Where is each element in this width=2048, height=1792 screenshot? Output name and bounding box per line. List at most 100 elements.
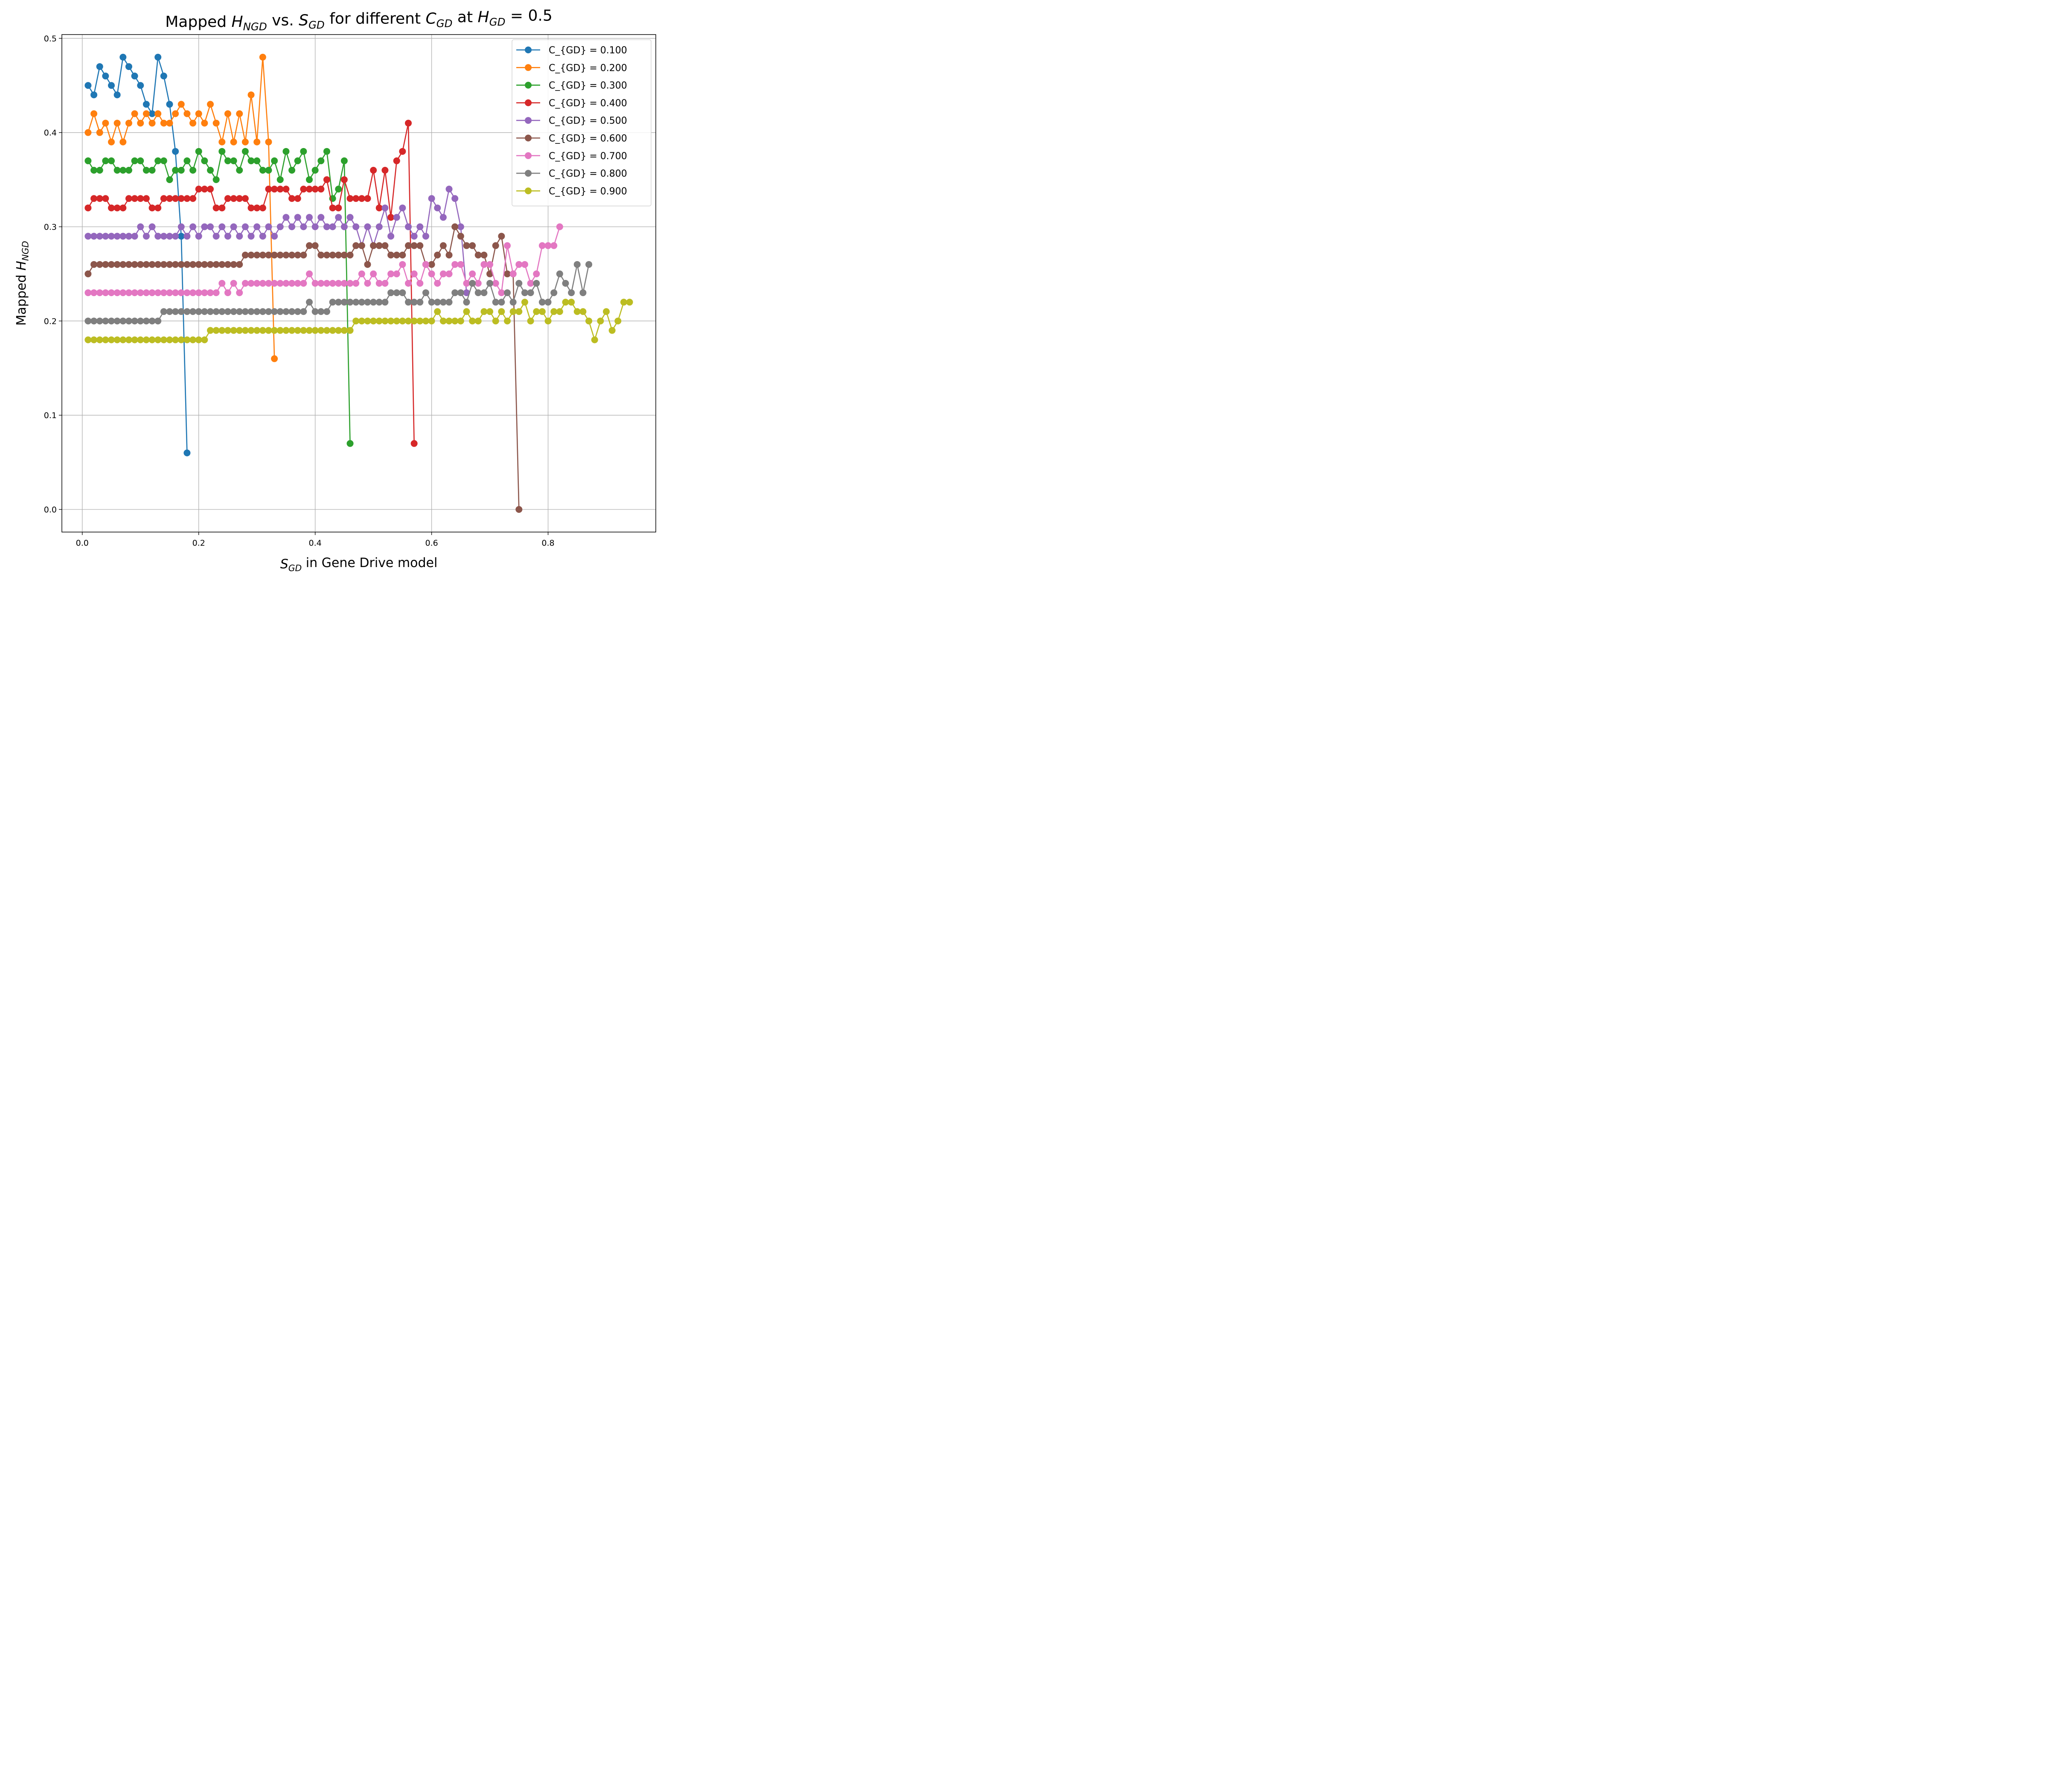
data-point — [113, 289, 121, 297]
data-point — [544, 299, 552, 306]
data-point — [119, 54, 127, 61]
data-point — [143, 195, 150, 202]
data-point — [131, 289, 138, 297]
data-point — [119, 289, 127, 297]
data-point — [259, 233, 266, 240]
data-point — [96, 129, 103, 136]
data-point — [393, 270, 400, 277]
data-point — [195, 186, 202, 193]
data-point — [276, 186, 284, 193]
legend-item: C_{GD} = 0.700 — [516, 151, 627, 162]
data-point — [335, 214, 342, 221]
legend-marker — [525, 134, 532, 142]
data-point — [311, 167, 319, 174]
data-point — [154, 261, 162, 268]
data-point — [306, 242, 313, 249]
data-point — [119, 138, 127, 145]
data-point — [306, 327, 313, 334]
data-point — [474, 317, 482, 325]
data-point — [265, 223, 272, 230]
data-point — [276, 327, 284, 334]
data-point — [538, 242, 546, 249]
data-point — [108, 157, 115, 164]
data-point — [410, 233, 418, 240]
x-tick-label: 0.0 — [76, 538, 89, 548]
series-3 — [84, 148, 354, 447]
legend-label: C_{GD} = 0.500 — [549, 116, 627, 126]
data-point — [457, 233, 464, 240]
data-point — [154, 110, 162, 117]
data-point — [154, 233, 162, 240]
data-point — [265, 167, 272, 174]
data-point — [102, 119, 109, 127]
data-point — [405, 223, 412, 230]
data-point — [300, 280, 307, 287]
data-point — [230, 223, 237, 230]
data-point — [364, 195, 371, 202]
data-point — [335, 299, 342, 306]
data-point — [457, 317, 464, 325]
data-point — [358, 270, 365, 277]
data-point — [550, 289, 558, 297]
data-point — [311, 280, 319, 287]
data-point — [323, 251, 330, 259]
data-point — [102, 317, 109, 325]
data-point — [183, 110, 191, 117]
data-point — [370, 317, 377, 325]
data-point — [90, 261, 98, 268]
legend-box — [512, 39, 652, 207]
data-point — [212, 289, 220, 297]
data-point — [544, 242, 552, 249]
data-point — [172, 195, 179, 202]
data-point — [282, 327, 290, 334]
data-point — [340, 223, 348, 230]
data-point — [160, 261, 167, 268]
data-point — [131, 317, 138, 325]
data-point — [137, 317, 144, 325]
data-point — [119, 261, 127, 268]
data-point — [166, 101, 173, 108]
data-point — [329, 223, 336, 230]
data-point — [579, 308, 587, 315]
data-point — [166, 289, 173, 297]
data-point — [90, 289, 98, 297]
data-point — [201, 289, 208, 297]
data-point — [311, 327, 319, 334]
data-point — [113, 233, 121, 240]
data-point — [125, 317, 132, 325]
data-point — [375, 280, 383, 287]
data-point — [247, 251, 255, 259]
data-point — [212, 327, 220, 334]
data-point — [247, 204, 255, 212]
data-point — [218, 148, 226, 155]
data-point — [393, 157, 400, 164]
data-point — [224, 327, 231, 334]
data-point — [96, 261, 103, 268]
data-point — [416, 242, 424, 249]
data-point — [335, 327, 342, 334]
data-point — [143, 317, 150, 325]
data-point — [84, 204, 92, 212]
data-point — [119, 317, 127, 325]
x-tick-label: 0.2 — [192, 538, 205, 548]
data-point — [177, 261, 185, 268]
data-point — [504, 242, 511, 249]
data-point — [282, 280, 290, 287]
data-point — [201, 119, 208, 127]
data-point — [131, 261, 138, 268]
data-point — [125, 119, 132, 127]
data-point — [399, 289, 406, 297]
data-point — [428, 299, 435, 306]
legend-marker — [525, 99, 532, 106]
data-point — [329, 280, 336, 287]
data-point — [527, 280, 534, 287]
data-point — [282, 251, 290, 259]
data-point — [323, 308, 330, 315]
data-point — [282, 186, 290, 193]
data-point — [189, 308, 197, 315]
data-point — [428, 270, 435, 277]
data-point — [492, 242, 499, 249]
data-point — [405, 119, 412, 127]
data-point — [422, 317, 429, 325]
data-point — [195, 110, 202, 117]
